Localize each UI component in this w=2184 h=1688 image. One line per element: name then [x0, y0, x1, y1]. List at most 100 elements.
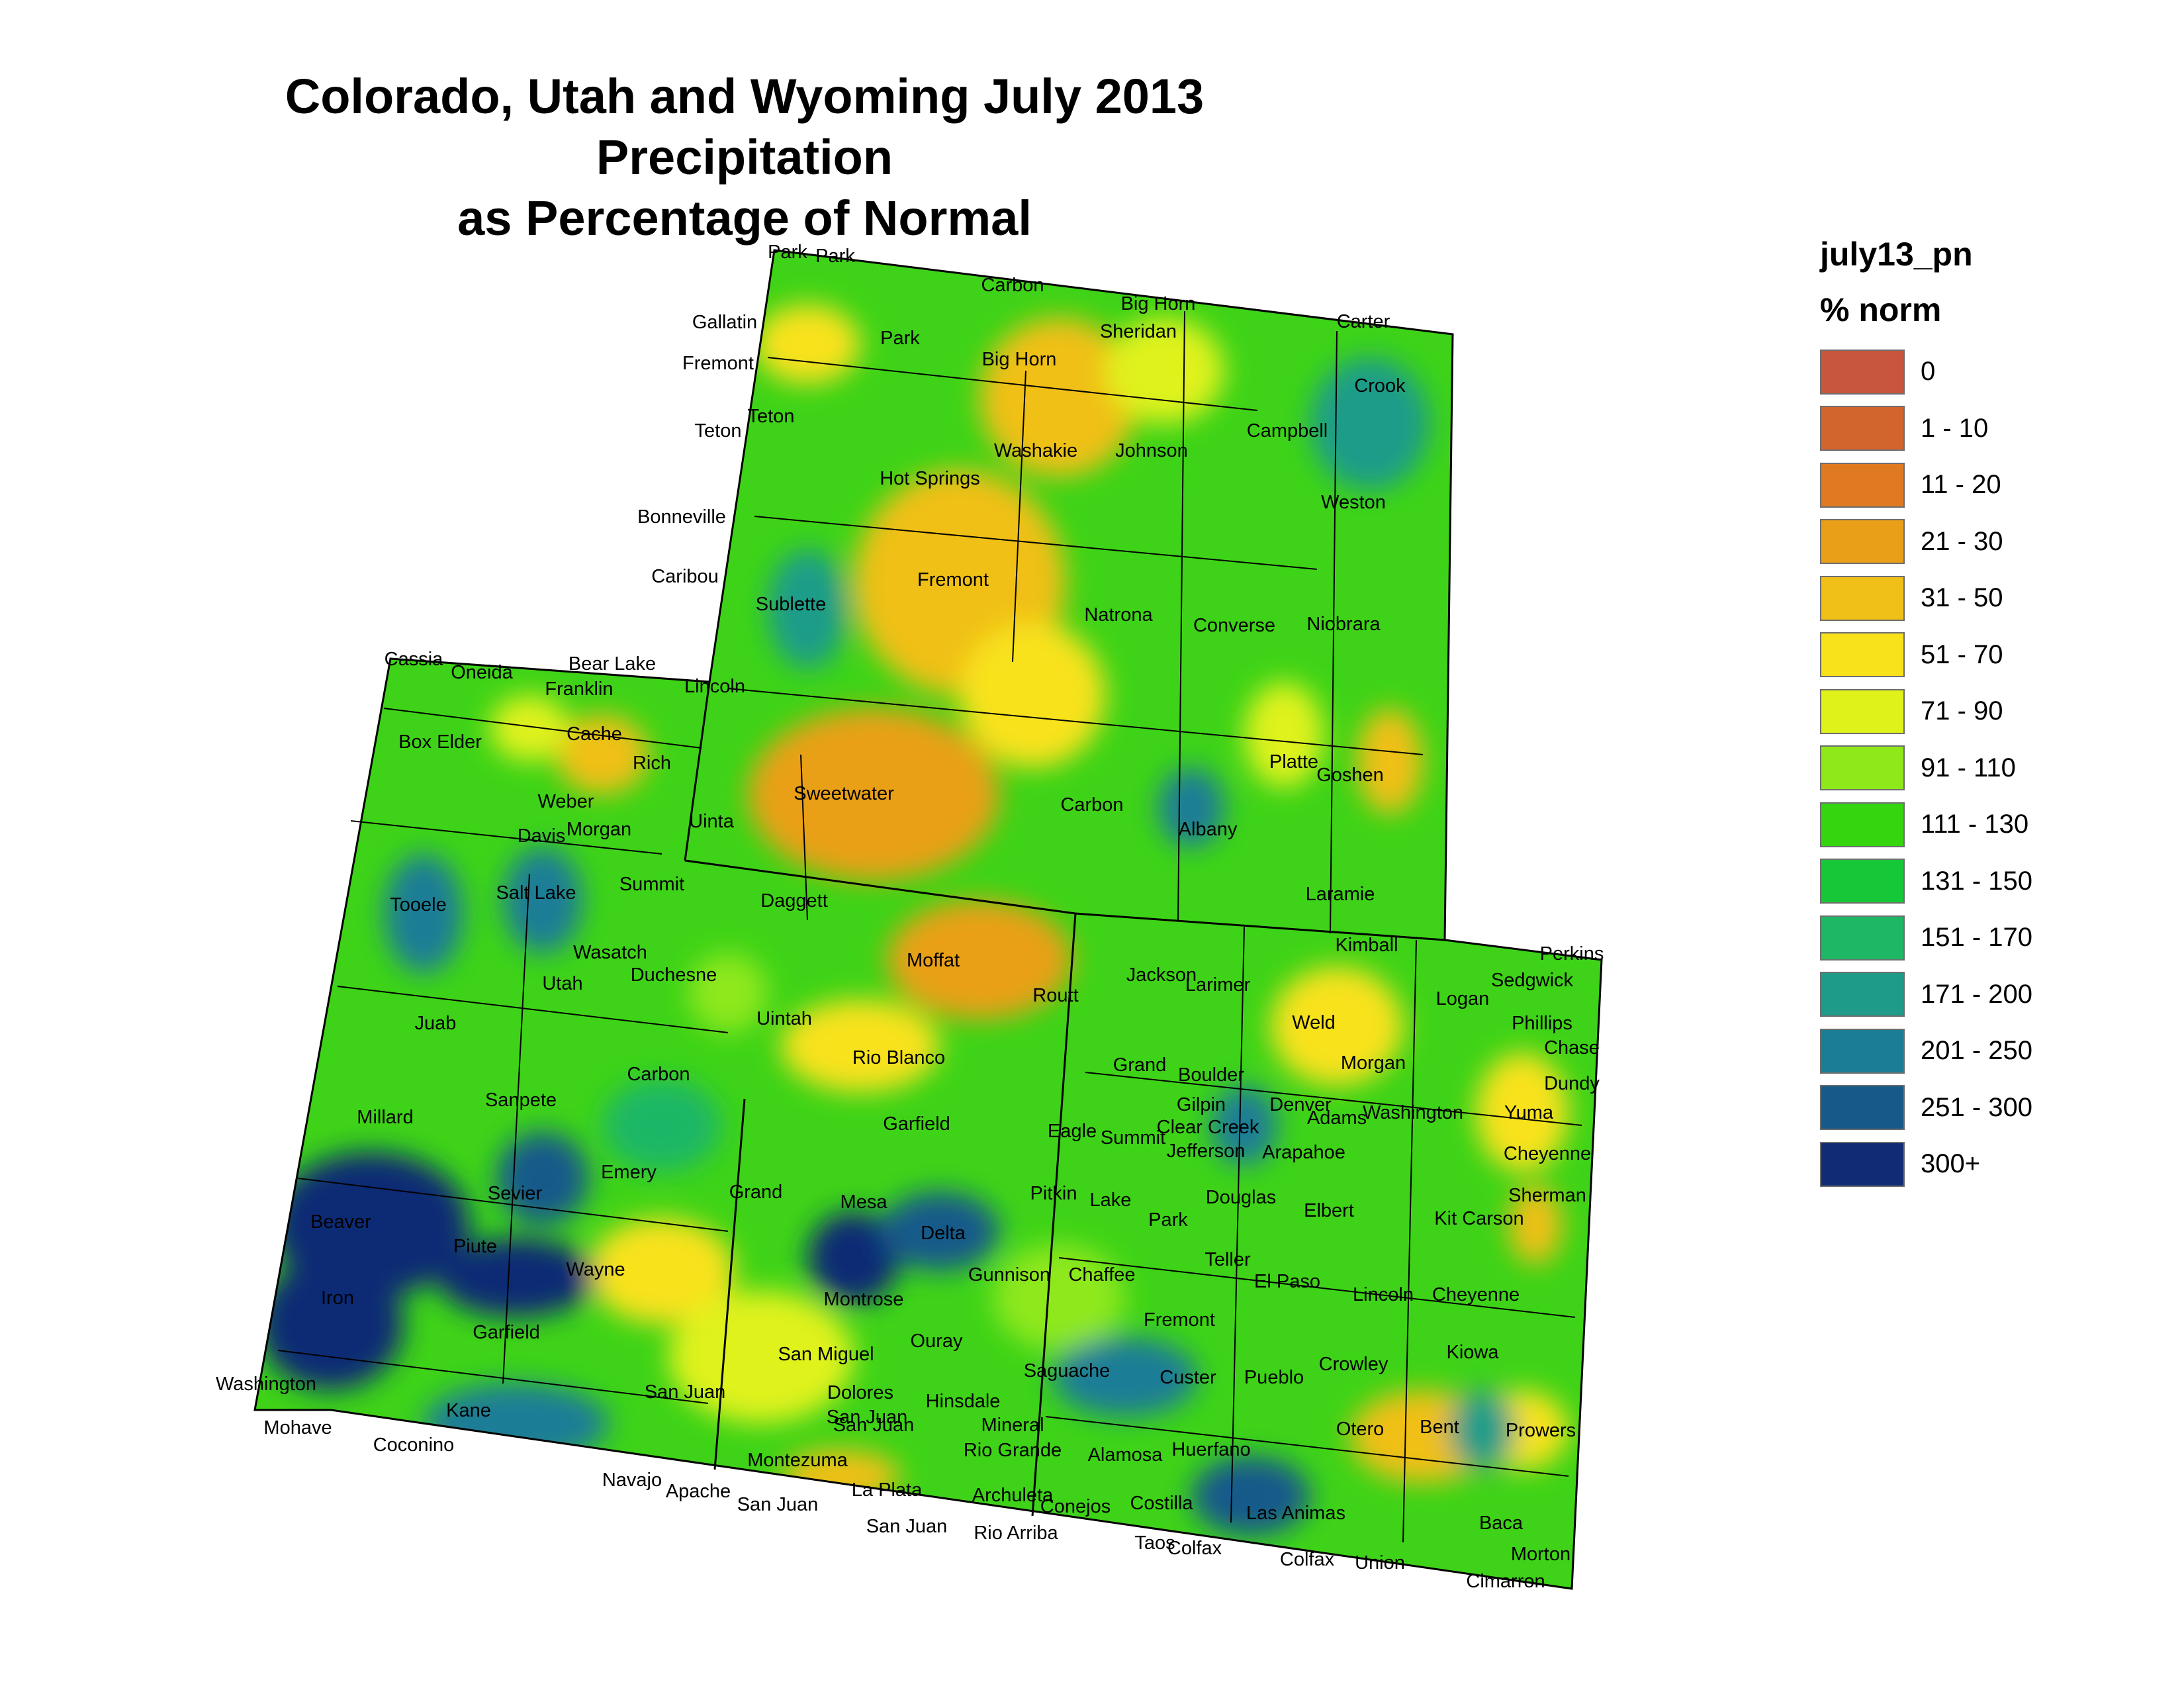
county-label: Kit Carson — [1434, 1208, 1524, 1229]
county-label: Chaffee — [1068, 1264, 1135, 1286]
county-label: Park — [815, 246, 855, 267]
county-label: El Paso — [1254, 1271, 1320, 1292]
county-label: Washington — [216, 1374, 316, 1395]
legend-item: 300+ — [1820, 1136, 2098, 1193]
county-label: Adams — [1307, 1107, 1367, 1129]
county-label: Las Animas — [1246, 1503, 1345, 1524]
legend-swatch — [1820, 688, 1905, 734]
county-label: Elbert — [1304, 1200, 1354, 1221]
legend-label: 251 - 300 — [1921, 1092, 2033, 1122]
county-label: Ouray — [911, 1331, 963, 1352]
county-label: Saguache — [1024, 1360, 1111, 1382]
county-label: Rio Arriba — [974, 1523, 1058, 1544]
legend-item: 11 - 20 — [1820, 457, 2098, 514]
county-label: Goshen — [1316, 765, 1384, 786]
legend-label: 111 - 130 — [1921, 810, 2029, 839]
county-label: Colfax — [1280, 1549, 1335, 1570]
legend-swatch — [1820, 745, 1905, 791]
county-label: Dundy — [1544, 1073, 1600, 1094]
county-label: Salt Lake — [496, 882, 576, 904]
county-label: Jackson — [1126, 964, 1197, 986]
legend-item: 1 - 10 — [1820, 400, 2098, 457]
county-label: Crowley — [1319, 1354, 1388, 1375]
county-label: Gilpin — [1177, 1094, 1226, 1115]
legend-unit: % norm — [1820, 291, 1942, 328]
legend-swatch — [1820, 1028, 1905, 1074]
state-and-county-boundaries — [253, 249, 1603, 1590]
legend-swatch — [1820, 632, 1905, 678]
legend-swatch — [1820, 1141, 1905, 1187]
county-label: Phillips — [1512, 1013, 1572, 1034]
legend-label: 31 - 50 — [1921, 583, 2003, 613]
county-label: Colfax — [1167, 1538, 1222, 1559]
county-label: Johnson — [1115, 440, 1188, 461]
county-label: Kiowa — [1447, 1342, 1500, 1363]
county-label: Uinta — [689, 811, 735, 832]
county-label: Lincoln — [1353, 1284, 1414, 1305]
legend-item: 151 - 170 — [1820, 910, 2098, 966]
county-label: Bonneville — [637, 506, 726, 528]
county-label: Custer — [1160, 1367, 1216, 1388]
county-label: Sherman — [1508, 1185, 1586, 1206]
county-label: Chase — [1544, 1037, 1600, 1058]
county-label: Kane — [446, 1400, 491, 1421]
county-label: Tooele — [390, 894, 446, 915]
county-label: Jefferson — [1167, 1141, 1246, 1162]
legend-item: 91 - 110 — [1820, 740, 2098, 797]
county-label: Carter — [1337, 311, 1390, 332]
county-label: Rio Blanco — [852, 1047, 945, 1068]
legend-items: 0 1 - 10 11 - 20 21 - 30 31 - 50 51 - 70 71 - … — [1820, 344, 2098, 1193]
legend-label: 21 - 30 — [1921, 526, 2003, 556]
map-title: Colorado, Utah and Wyoming July 2013 Pre… — [265, 66, 1224, 249]
county-label: Oneida — [451, 662, 513, 683]
county-label: Duchesne — [631, 964, 717, 986]
county-label: Gallatin — [692, 312, 757, 333]
county-label: Garfield — [473, 1322, 540, 1343]
county-label: Sublette — [756, 594, 826, 615]
county-label: Fremont — [682, 353, 754, 374]
legend-label: 11 - 20 — [1921, 470, 2001, 500]
county-label: Uintah — [756, 1008, 812, 1029]
county-label: Weber — [538, 791, 594, 812]
county-label: Sanpete — [485, 1090, 557, 1111]
county-label: Alamosa — [1088, 1444, 1163, 1466]
county-label: Teton — [695, 420, 742, 442]
legend-swatch — [1820, 349, 1905, 395]
legend-item: 251 - 300 — [1820, 1080, 2098, 1137]
county-label: Niobrara — [1306, 614, 1381, 635]
county-label: Lake — [1090, 1190, 1132, 1211]
county-label: Kimball — [1335, 935, 1398, 956]
county-label: Davis — [518, 825, 566, 847]
legend-item: 21 - 30 — [1820, 514, 2098, 571]
legend-item: 71 - 90 — [1820, 683, 2098, 740]
county-label: Rich — [633, 753, 671, 774]
county-label: Cache — [567, 724, 622, 745]
county-label: Huerfano — [1171, 1439, 1250, 1460]
county-label: San Juan — [645, 1382, 726, 1403]
county-label: Summit — [619, 874, 684, 895]
county-label: Hot Springs — [880, 468, 980, 489]
county-label: Morton — [1511, 1544, 1570, 1565]
county-label: Cheyenne — [1432, 1284, 1520, 1305]
county-label: Otero — [1336, 1419, 1385, 1440]
legend-item: 51 - 70 — [1820, 627, 2098, 684]
county-label: Crook — [1354, 375, 1406, 397]
county-label: Baca — [1479, 1513, 1524, 1534]
county-label: Sweetwater — [794, 783, 894, 804]
county-label: Montrose — [824, 1289, 904, 1310]
map-title-line-2: as Percentage of Normal — [457, 191, 1032, 246]
county-label: Big Horn — [982, 349, 1057, 370]
county-label: Prowers — [1506, 1420, 1576, 1441]
county-label: Park — [768, 242, 807, 263]
legend-label: 91 - 110 — [1921, 753, 2016, 782]
county-label: Dolores — [827, 1382, 893, 1403]
county-label: Grand — [729, 1182, 783, 1203]
legend-field-name: july13_pn — [1820, 236, 1973, 273]
county-label: Emery — [601, 1162, 657, 1183]
county-label: San Juan — [827, 1407, 908, 1428]
county-label: Piute — [453, 1236, 497, 1257]
county-label: Weld — [1292, 1012, 1336, 1033]
county-label: Morgan — [567, 819, 631, 840]
legend-item: 171 - 200 — [1820, 966, 2098, 1023]
legend-label: 151 - 170 — [1921, 923, 2033, 953]
